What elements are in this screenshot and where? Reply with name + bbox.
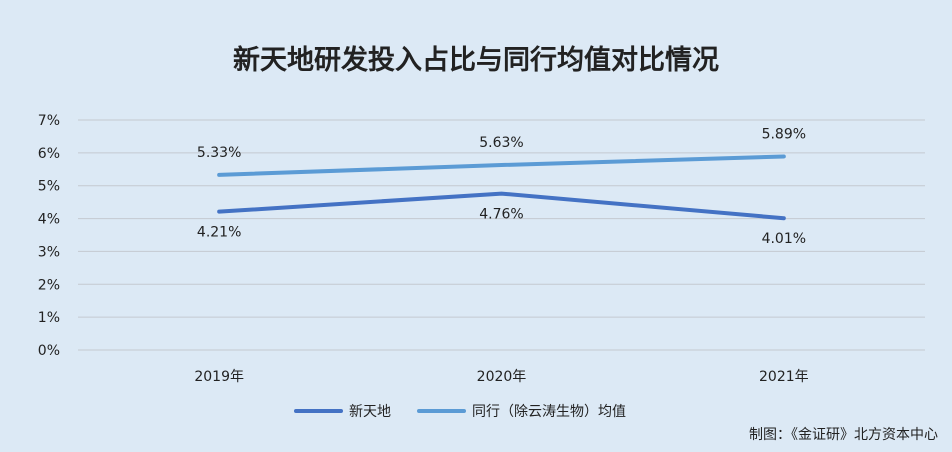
y-tick-label: 6%: [38, 146, 60, 162]
data-label: 4.21%: [197, 225, 241, 241]
data-label: 4.01%: [762, 231, 806, 247]
data-label: 5.63%: [479, 135, 523, 151]
y-axis-ticks: 0% 1% 2% 3% 4% 5% 6% 7%: [38, 113, 60, 359]
y-tick-label: 2%: [38, 277, 60, 293]
y-tick-label: 1%: [38, 310, 60, 326]
x-tick-label: 2021年: [759, 369, 809, 385]
x-tick-label: 2020年: [477, 369, 527, 385]
legend-label: 新天地: [349, 404, 391, 420]
chart-title: 新天地研发投入占比与同行均值对比情况: [233, 45, 719, 76]
y-tick-label: 3%: [38, 244, 60, 260]
data-labels: 4.21% 4.76% 4.01% 5.33% 5.63% 5.89%: [197, 126, 806, 247]
y-tick-label: 7%: [38, 113, 60, 129]
y-tick-label: 0%: [38, 343, 60, 359]
series-line: [217, 191, 786, 221]
legend: 新天地 同行（除云涛生物）均值: [294, 404, 626, 420]
gridlines: [78, 119, 925, 351]
y-tick-label: 4%: [38, 212, 60, 228]
x-tick-label: 2019年: [194, 369, 244, 385]
data-label: 5.33%: [197, 145, 241, 161]
series-lines: [217, 154, 786, 221]
x-axis-ticks: 2019年 2020年 2021年: [194, 369, 808, 385]
series-line: [217, 154, 786, 177]
legend-label: 同行（除云涛生物）均值: [472, 404, 626, 420]
credit-text: 制图：《金证研》北方资本中心: [749, 427, 938, 443]
y-tick-label: 5%: [38, 179, 60, 195]
data-label: 4.76%: [479, 207, 523, 223]
data-label: 5.89%: [762, 126, 806, 142]
